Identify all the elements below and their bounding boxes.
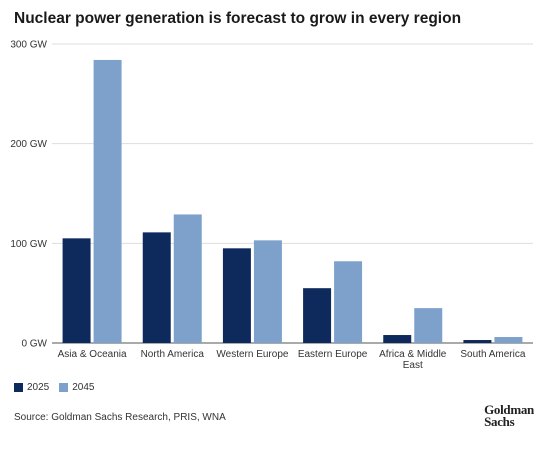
- x-tick-label: North America: [141, 349, 205, 360]
- gridlines: [52, 43, 533, 344]
- bar-2045-3: [334, 261, 363, 343]
- chart-title: Nuclear power generation is forecast to …: [14, 10, 462, 27]
- bar-2025-2: [222, 248, 251, 343]
- x-tick-label: East: [403, 360, 423, 371]
- bar-2045-1: [173, 214, 202, 343]
- y-axis-ticks: 0 GW 100 GW 200 GW 300 GW: [10, 40, 47, 350]
- x-tick-label: Western Europe: [216, 349, 289, 360]
- x-tick-label: South America: [460, 349, 525, 360]
- source-note: Source: Goldman Sachs Research, PRIS, WN…: [14, 412, 226, 423]
- x-tick-label: Africa & Middle: [379, 349, 447, 360]
- x-axis-labels: Asia & Oceania North America Western Europ…: [58, 349, 526, 371]
- legend-label-series-0: 2025: [27, 382, 50, 393]
- logo-line-1: Goldman: [484, 402, 534, 417]
- y-tick-label: 100 GW: [10, 239, 47, 250]
- y-tick-label: 200 GW: [10, 139, 47, 150]
- legend-swatch-series-1: [59, 383, 69, 392]
- bar-chart: 0 GW 100 GW 200 GW 300 GW Asia & Oceania Nor…: [10, 40, 533, 371]
- bar-2045-0: [93, 59, 122, 344]
- bar-2025-0: [62, 238, 91, 343]
- logo-line-2: Sachs: [484, 414, 515, 429]
- bars: [62, 59, 523, 344]
- goldman-sachs-logo: Goldman Sachs: [484, 402, 534, 429]
- y-tick-label: 0 GW: [21, 339, 47, 350]
- bar-2025-3: [303, 288, 332, 343]
- legend-item-series-0: 2025: [14, 382, 49, 393]
- bar-2045-4: [414, 308, 443, 343]
- y-tick-label: 300 GW: [10, 40, 47, 51]
- bar-2025-5: [463, 340, 492, 343]
- legend-label-series-1: 2045: [72, 382, 95, 393]
- legend: 2025 2045: [14, 382, 105, 393]
- x-tick-label: Asia & Oceania: [58, 349, 127, 360]
- bar-2025-1: [142, 232, 171, 343]
- x-tick-label: Eastern Europe: [298, 349, 368, 360]
- bar-2045-5: [494, 337, 523, 343]
- legend-item-series-1: 2045: [59, 382, 95, 393]
- bar-2045-2: [253, 240, 282, 343]
- bar-2025-4: [383, 335, 412, 343]
- legend-swatch-series-0: [14, 383, 23, 392]
